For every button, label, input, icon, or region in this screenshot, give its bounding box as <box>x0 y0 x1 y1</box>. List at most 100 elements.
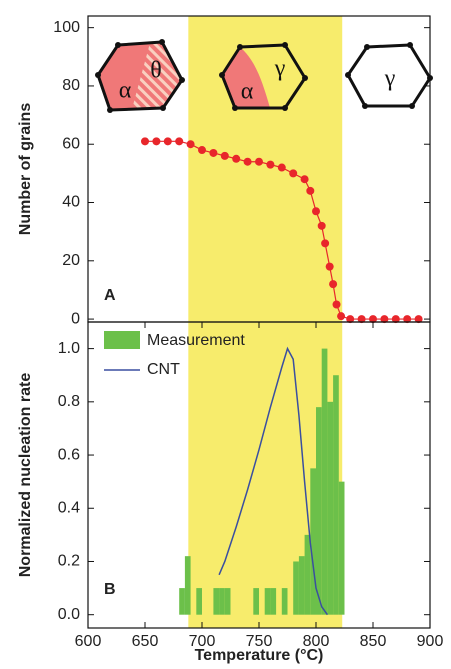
histogram-bar <box>316 407 322 615</box>
grain-vertex <box>159 39 165 45</box>
y-tick-label: 0.6 <box>58 446 80 463</box>
histogram-bar <box>253 588 259 615</box>
grain-point <box>152 137 161 146</box>
highlight-band <box>188 16 343 322</box>
phase-label: γ <box>274 56 286 82</box>
grain-point <box>209 148 218 157</box>
x-tick-label: 650 <box>132 633 159 650</box>
x-tick-label: 750 <box>246 633 273 650</box>
y-tick-label: 80 <box>62 77 80 94</box>
y-tick-label: 0.4 <box>58 499 80 516</box>
y-axis-label: Normalized nucleation rate <box>17 373 34 578</box>
histogram-bar <box>298 556 305 615</box>
grain-point <box>163 137 172 146</box>
cnt-line <box>218 346 329 616</box>
histogram-bar <box>219 588 225 615</box>
grain-vertex <box>282 105 288 111</box>
grain-vertex <box>407 42 413 48</box>
histogram-bar <box>333 375 339 615</box>
x-tick-label: 900 <box>417 633 444 650</box>
x-axis-label: Temperature (°C) <box>195 647 324 664</box>
phase-label: α <box>241 79 254 105</box>
grain-point <box>266 160 275 169</box>
grain-vertex <box>237 44 243 50</box>
histogram-bar <box>184 556 191 615</box>
y-axis-label: Number of grains <box>17 103 34 236</box>
grain-point <box>277 163 286 172</box>
grain-point <box>321 239 330 248</box>
histogram-bar <box>196 588 202 615</box>
histogram-bar <box>213 588 220 615</box>
histogram-bar <box>224 588 231 615</box>
grain-vertex <box>179 77 185 83</box>
grain-point <box>414 315 423 324</box>
legend-swatch <box>104 331 140 349</box>
histogram-bar <box>304 534 311 615</box>
inset-fill <box>222 47 270 108</box>
grain-vertex <box>219 72 225 78</box>
grain-vertex <box>362 103 368 109</box>
grain-point <box>243 157 252 166</box>
grain-vertex <box>345 72 351 78</box>
legend-label: Measurement <box>147 332 245 349</box>
histogram-bar <box>321 348 328 615</box>
grain-point <box>220 151 229 160</box>
grain-vertex <box>107 107 113 113</box>
grain-point <box>255 157 263 166</box>
grain-point <box>380 315 389 324</box>
panel-label: B <box>104 581 116 598</box>
grain-point <box>329 280 338 289</box>
histogram-bar <box>310 468 316 615</box>
grain-point <box>175 137 184 146</box>
plot-frame <box>87 321 431 629</box>
grain-vertex <box>364 44 370 50</box>
grain-point <box>312 207 320 216</box>
grain-point <box>332 300 341 309</box>
grain-point <box>232 154 241 163</box>
histogram-bar <box>270 588 277 615</box>
y-tick-label: 20 <box>62 252 80 269</box>
grain-point <box>289 169 298 178</box>
y-tick-label: 1.0 <box>58 340 80 357</box>
grain-vertex <box>160 105 166 111</box>
legend-label: CNT <box>147 361 180 378</box>
histogram-bar <box>293 561 299 615</box>
grain-point <box>325 262 334 271</box>
x-tick-label: 700 <box>189 633 216 650</box>
grain-point <box>403 315 412 324</box>
histogram-bar <box>338 481 345 615</box>
histogram-bar <box>281 588 288 615</box>
histogram-bar <box>179 588 185 615</box>
grain-point <box>186 140 195 149</box>
grain-vertex <box>232 105 238 111</box>
grain-point <box>306 186 315 195</box>
y-tick-label: 60 <box>62 135 80 152</box>
grain-point <box>198 146 206 155</box>
phase-label: α <box>119 78 132 104</box>
x-tick-label: 800 <box>303 633 330 650</box>
grain-vertex <box>115 42 121 48</box>
x-tick-label: 850 <box>360 633 387 650</box>
y-tick-label: 0.0 <box>58 606 80 623</box>
y-tick-label: 0.2 <box>58 553 80 570</box>
grain-point <box>141 137 149 146</box>
histogram-bar <box>264 588 271 615</box>
histogram-bar <box>327 401 334 615</box>
grain-point <box>317 221 326 230</box>
phase-label: θ <box>150 58 162 84</box>
grain-point <box>369 315 377 324</box>
grain-vertex <box>282 42 288 48</box>
panel-label: A <box>104 287 116 304</box>
grain-point <box>337 312 346 321</box>
x-tick-label: 600 <box>75 633 102 650</box>
y-tick-label: 100 <box>53 19 80 36</box>
grain-point <box>300 175 309 184</box>
grain-vertex <box>95 72 101 78</box>
grain-point <box>391 315 400 324</box>
y-tick-label: 0.8 <box>58 393 80 410</box>
grain-vertex <box>302 75 308 81</box>
phase-label: γ <box>384 66 396 92</box>
grain-point <box>357 315 366 324</box>
grain-point <box>346 315 355 324</box>
